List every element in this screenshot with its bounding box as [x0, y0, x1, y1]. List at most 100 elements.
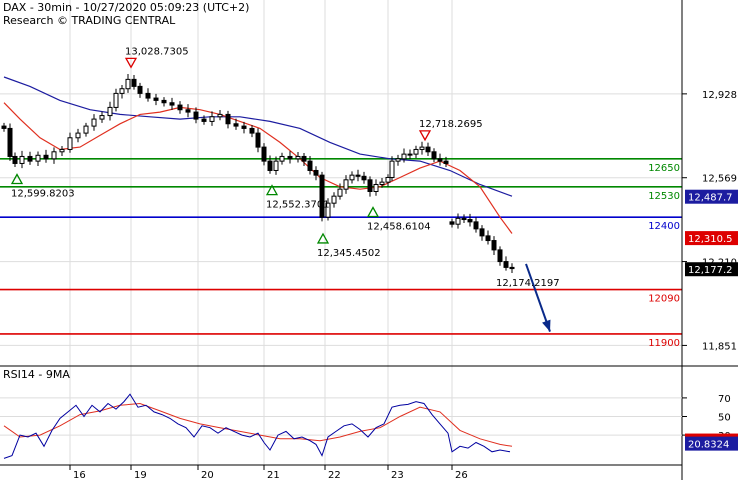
time-axis-label: 26: [455, 470, 468, 480]
annotation-low-label: 12,552.3701: [266, 200, 330, 211]
candle-up: [107, 106, 113, 117]
candle-down: [313, 169, 319, 176]
rsi-gridlines: [0, 397, 682, 436]
candle-up: [119, 88, 125, 94]
annotation-high-label: 12,718.2695: [419, 119, 483, 130]
candle-up: [349, 174, 355, 181]
candle-down: [43, 154, 49, 160]
candle-up: [325, 202, 331, 218]
price-badges: 12,487.7 12,310.5 12,177.2: [685, 189, 738, 277]
candle-up: [59, 148, 65, 153]
low-marker-icon: [316, 232, 330, 244]
candle-up: [67, 137, 73, 150]
candle-down: [287, 155, 293, 160]
price-axis-label: 12,928: [702, 90, 737, 101]
candle-down: [473, 221, 479, 230]
candle-up: [401, 153, 407, 160]
level-label-12400: 12400: [648, 221, 680, 232]
rsi-line: [3, 393, 511, 459]
candle-up: [295, 155, 301, 160]
candle-up: [413, 148, 419, 155]
moving-average-slow: [3, 76, 513, 197]
rsi-badge: [685, 436, 738, 451]
candle-down: [233, 123, 239, 127]
candle-up: [343, 179, 349, 190]
level-label-11900: 11900: [648, 338, 680, 349]
high-marker-icon: [418, 130, 432, 142]
annotation-low-label: 12,599.8203: [11, 189, 75, 200]
time-axis-label: 20: [201, 470, 214, 480]
candle-down: [503, 261, 509, 268]
candle-up: [373, 183, 379, 192]
level-label-12090: 12090: [648, 294, 680, 305]
candle-down: [443, 160, 449, 164]
annotation-low-label: 12,458.6104: [367, 221, 431, 232]
candle-down: [255, 132, 261, 148]
rsi-badge-label: 20.8324: [688, 440, 729, 451]
candle-down: [225, 113, 231, 125]
annotation-low-label: 12,345.4502: [317, 248, 381, 259]
candle-up: [209, 116, 215, 122]
candlestick-series: [1, 74, 515, 274]
price-badge-label: 12,487.7: [688, 193, 733, 204]
candle-up: [279, 155, 285, 162]
price-badge: [685, 189, 738, 204]
candle-up: [337, 188, 343, 197]
candle-down: [319, 174, 325, 218]
high-marker-icon: [124, 57, 138, 69]
candle-down: [491, 240, 497, 251]
candle-down: [169, 102, 175, 106]
candle-down: [307, 160, 313, 171]
low-marker-icon: [265, 184, 279, 196]
horizontal-levels: 12650 12530 12400 12090 11900: [0, 157, 682, 349]
candle-down: [449, 221, 455, 225]
level-label-12650: 12650: [648, 163, 680, 174]
candle-up: [75, 132, 81, 139]
price-badge: [685, 262, 738, 277]
candle-down: [267, 160, 273, 171]
candle-up: [51, 151, 57, 160]
candle-up: [389, 160, 395, 178]
candle-up: [407, 153, 413, 156]
candle-up: [91, 118, 97, 127]
time-axis-label: 21: [267, 470, 280, 480]
candle-down: [241, 125, 247, 129]
candle-up: [379, 181, 385, 185]
annotation-low-label: 12,174.2197: [496, 278, 560, 289]
candle-down: [485, 235, 491, 242]
candle-down: [361, 175, 367, 181]
candle-down: [7, 127, 13, 157]
candle-down: [193, 111, 199, 120]
candle-down: [367, 179, 373, 192]
candle-down: [431, 151, 437, 160]
low-marker-icon: [366, 206, 380, 218]
candle-down: [301, 155, 307, 162]
level-label-12530: 12530: [648, 191, 680, 202]
candle-up: [217, 113, 223, 118]
forecast-arrow: [525, 263, 551, 332]
candle-up: [113, 92, 119, 108]
candle-up: [385, 176, 391, 183]
chart-subtitle: Research © TRADING CENTRAL: [3, 14, 176, 27]
candle-down: [145, 92, 151, 99]
candle-down: [249, 127, 255, 134]
candle-up: [125, 78, 131, 90]
candle-down: [12, 155, 18, 164]
candle-down: [509, 266, 515, 270]
candle-down: [461, 217, 467, 221]
candle-up: [419, 146, 425, 150]
time-axis: 16 19 20 21 22 23 26: [69, 465, 468, 481]
time-axis-label: 23: [391, 470, 404, 480]
candle-down: [467, 219, 473, 223]
chart-title: DAX - 30min - 10/27/2020 05:09:23 (UTC+2…: [3, 1, 249, 14]
candle-down: [479, 228, 485, 237]
candle-down: [27, 155, 33, 162]
price-badge-label: 12,310.5: [688, 234, 733, 245]
candle-down: [497, 249, 503, 263]
candle-down: [1, 125, 7, 129]
candle-up: [331, 195, 337, 204]
rsi-axis-label: 50: [718, 413, 731, 424]
candle-down: [153, 97, 159, 101]
